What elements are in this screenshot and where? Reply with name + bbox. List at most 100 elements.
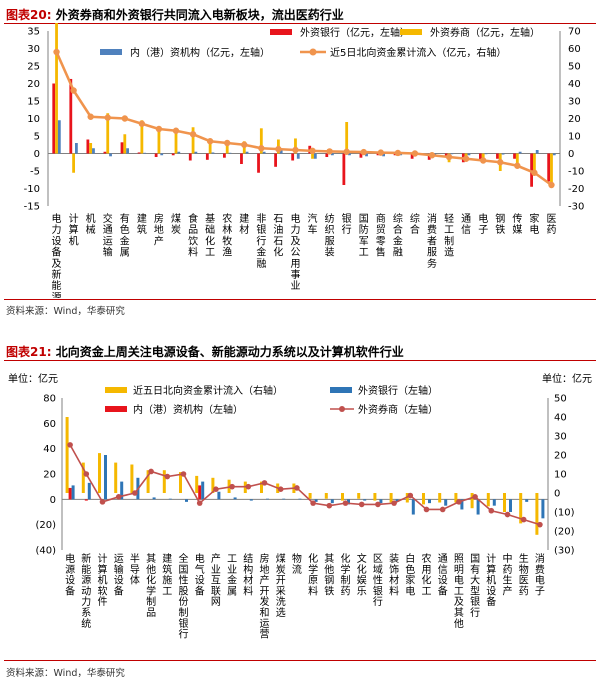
bar (225, 144, 229, 154)
line-point (360, 148, 367, 156)
bar (481, 153, 485, 161)
bar (348, 153, 351, 156)
bar (57, 120, 61, 154)
right-axis-tick-label: 10 (568, 132, 581, 143)
category-label: 煤炭 (171, 212, 181, 236)
bar (152, 497, 156, 500)
right-axis-tick-label: 30 (554, 432, 567, 443)
bar (146, 470, 150, 493)
bar (541, 499, 545, 519)
figure20-bottom-rule (4, 299, 596, 300)
category-label: 石油石化 (273, 214, 283, 259)
figure21-bottom-rule (4, 660, 596, 661)
bar (103, 151, 107, 154)
bar (130, 464, 134, 493)
category-label: 文化娱乐 (357, 552, 367, 597)
bar (341, 493, 344, 501)
line-point (213, 486, 219, 492)
category-label: 通信设备 (438, 553, 448, 597)
line-point (294, 485, 300, 491)
bar (266, 498, 269, 500)
line-point (548, 181, 555, 189)
line-point (67, 442, 73, 448)
line-point (70, 87, 77, 94)
line-point (411, 150, 419, 157)
category-label: 国防军工 (359, 213, 369, 259)
bar (228, 152, 232, 154)
line-point (172, 127, 180, 134)
left-axis-tick-label: -5 (30, 167, 40, 178)
bar (211, 477, 215, 493)
left-axis-tick-label: 15 (27, 97, 40, 108)
bar (535, 150, 539, 154)
right-axis-tick-label: 20 (554, 451, 567, 462)
bar (279, 149, 283, 154)
bar (518, 151, 522, 154)
bar (205, 153, 209, 160)
category-label: 电气设备 (195, 552, 205, 597)
category-label: 综合 (410, 212, 420, 236)
category-label: 区域性银行 (373, 553, 383, 608)
category-label: 基础化工 (205, 212, 215, 259)
bar (376, 153, 380, 156)
category-label: 煤炭开采洗选 (276, 552, 286, 619)
line-point (277, 486, 284, 492)
bar (104, 455, 107, 500)
line-point (439, 506, 446, 513)
right-axis-tick-label: -30 (568, 202, 584, 213)
legend-label: 外资券商（亿元，左轴） (430, 26, 540, 39)
bar (87, 482, 91, 500)
bar (550, 153, 553, 184)
left-axis-tick-label: 40 (43, 444, 56, 455)
legend-swatch (330, 387, 352, 393)
right-axis-tick-label: (30) (554, 546, 575, 557)
category-label: 商贸零售 (376, 212, 386, 259)
bar (162, 470, 166, 493)
bar (382, 153, 385, 157)
category-label: 房地产开发和运营 (260, 552, 270, 641)
line-point (241, 141, 248, 148)
category-label: 其他钢铁 (324, 553, 334, 597)
line-point (342, 500, 349, 506)
right-axis-tick-label: 40 (568, 79, 581, 90)
bar (160, 153, 164, 156)
right-axis-tick-label: (20) (554, 527, 575, 538)
bar (330, 499, 334, 504)
legend-label: 外资券商（左轴） (358, 403, 438, 416)
legend-label: 内（港）资机构（左轴） (133, 403, 243, 416)
right-axis-tick-label: -10 (568, 167, 584, 178)
line-point (99, 499, 106, 505)
line-point (504, 511, 511, 518)
category-label: 结构材料 (243, 552, 253, 597)
bar (313, 153, 317, 159)
category-label: 电源设备 (65, 552, 75, 597)
line-point (497, 159, 504, 166)
left-axis-tick-label: 60 (43, 419, 56, 430)
bar (314, 499, 318, 502)
category-label: 装饰材料 (389, 552, 399, 597)
bar (223, 153, 226, 158)
line-point (121, 115, 128, 122)
line-point (394, 149, 402, 157)
bar (137, 152, 141, 154)
bar (486, 493, 490, 507)
bar (262, 151, 266, 154)
line-point (391, 500, 397, 506)
bar (157, 129, 161, 154)
figure21-title-label: 图表21: (6, 345, 52, 359)
category-label: 农林牧渔 (222, 212, 232, 259)
right-axis-tick-label: 50 (568, 62, 581, 73)
bar (194, 151, 198, 154)
left-axis-tick-label: (40) (35, 546, 56, 557)
line-point (310, 500, 316, 506)
category-label: 其他化学制品 (146, 553, 156, 619)
bar (308, 493, 312, 499)
category-label: 工业金属 (227, 554, 237, 597)
right-axis-tick-label: 30 (568, 97, 581, 108)
bar (298, 498, 302, 500)
category-label: 生物医药 (519, 552, 529, 597)
bar (509, 499, 512, 512)
bar (444, 499, 448, 506)
line-point (488, 507, 495, 514)
bar (233, 497, 237, 500)
